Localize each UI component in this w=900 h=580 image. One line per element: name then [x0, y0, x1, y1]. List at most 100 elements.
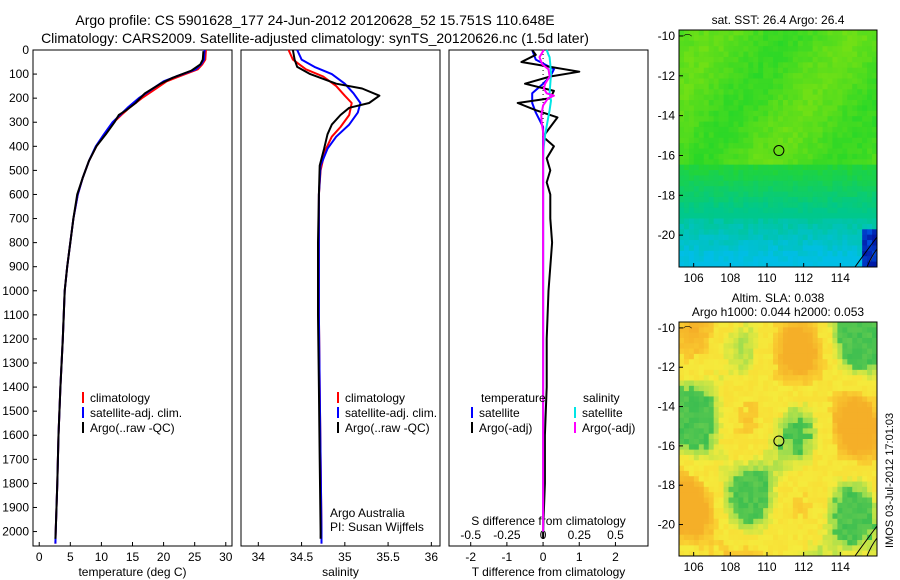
sst-map-cell — [847, 143, 853, 149]
sla-map-cell — [743, 550, 749, 557]
sst-map-cell — [817, 180, 823, 187]
sst-map-cell — [703, 240, 710, 246]
sst-map-cell — [847, 132, 853, 139]
depth-tick-label: 500 — [9, 163, 29, 177]
sla-map-cell — [842, 417, 848, 424]
sst-map-cell — [738, 250, 744, 257]
sst-map-cell — [703, 46, 710, 52]
sla-map-cell — [782, 428, 789, 435]
sla-map-cell — [713, 407, 719, 413]
sst-map-cell — [698, 218, 705, 225]
sst-map-cell — [837, 35, 843, 42]
sla-map-cell — [842, 322, 848, 328]
sst-map-cell — [827, 89, 833, 96]
sst-map-cell — [852, 67, 858, 74]
sst-map-cell — [852, 132, 858, 139]
sla-map-cell — [787, 444, 794, 451]
sst-map-cell — [797, 67, 804, 74]
sla-map-cell — [812, 385, 818, 392]
sla-map-cell — [837, 391, 843, 397]
sst-map-cell — [852, 100, 858, 106]
sla-map-cell — [753, 407, 759, 413]
sst-map-cell — [768, 186, 774, 192]
sst-map-cell — [718, 35, 724, 42]
sal-legend-label: satellite-adj. clim. — [345, 406, 437, 420]
sst-map-cell — [733, 240, 739, 246]
sst-map-cell — [703, 121, 710, 128]
sla-map-cell — [768, 492, 774, 498]
sst-map-cell — [852, 245, 858, 252]
sst-map-cell — [802, 250, 809, 257]
sst-map-cell — [857, 116, 863, 122]
sla-map-cell — [703, 433, 710, 440]
sla-map-cell — [773, 529, 779, 536]
sla-map-cell — [812, 524, 818, 530]
sla-map-cell — [787, 518, 794, 525]
sst-map-cell — [708, 73, 715, 79]
sla-map-cell — [758, 444, 764, 451]
sla-map-cell — [837, 545, 843, 552]
sst-map-cell — [698, 229, 705, 236]
sla-map-cell — [679, 513, 685, 520]
sla-map-cell — [703, 428, 710, 435]
sst-map-cell — [792, 121, 799, 128]
sla-map-cell — [787, 348, 794, 355]
sst-map-cell — [683, 100, 690, 106]
sst-map-cell — [782, 89, 789, 96]
sst-map-cell — [782, 121, 789, 128]
sla-map-cell — [842, 534, 848, 541]
sst-map-cell — [822, 121, 828, 128]
sla-map-cell — [827, 375, 833, 381]
sst-map-cell — [703, 94, 710, 101]
sst-map-cell — [867, 245, 873, 252]
sst-map-cell — [802, 137, 809, 144]
sst-map-cell — [708, 207, 715, 214]
sla-map-cell — [733, 412, 739, 419]
sla-map-cell — [872, 423, 878, 429]
sla-map-cell — [713, 550, 719, 557]
sst-map-cell — [679, 100, 685, 106]
sla-map-cell — [679, 428, 685, 435]
sla-map-cell — [733, 508, 739, 514]
sla-map-cell — [782, 375, 789, 381]
sla-map-cell — [733, 540, 739, 546]
sla-map-cell — [778, 417, 784, 424]
sst-map-cell — [718, 180, 724, 187]
sst-map-cell — [822, 89, 828, 96]
sla-map-cell — [857, 497, 863, 504]
sst-map-cell — [743, 83, 749, 90]
sst-map-cell — [753, 250, 759, 257]
sla-map-cell — [852, 502, 858, 509]
sla-map-cell — [862, 322, 868, 328]
sla-map-cell — [852, 407, 858, 413]
sla-map-cell — [822, 481, 828, 488]
sla-map-cell — [753, 529, 759, 536]
sla-map-cell — [862, 396, 868, 403]
sla-map-cell — [723, 470, 729, 477]
sst-map-cell — [723, 261, 729, 268]
sla-map-cell — [743, 369, 749, 376]
sla-map-cell — [867, 332, 873, 339]
sla-map-cell — [812, 508, 818, 514]
sla-map-cell — [782, 470, 789, 477]
sst-map-cell — [738, 105, 744, 112]
sla-map-cell — [852, 497, 858, 504]
sst-map-cell — [693, 132, 700, 139]
sla-map-cell — [748, 359, 754, 365]
sla-map-cell — [778, 540, 784, 546]
sst-map-cell — [698, 202, 705, 209]
sst-map-cell — [703, 170, 710, 176]
sst-map-cell — [837, 159, 843, 166]
sst-map-cell — [768, 126, 774, 133]
sla-map-cell — [832, 540, 838, 546]
sst-map-cell — [703, 73, 710, 79]
sst-map-cell — [827, 207, 833, 214]
sla-map-cell — [807, 401, 814, 408]
sla-map-cell — [763, 540, 769, 546]
sst-map-cell — [768, 40, 774, 47]
sla-map-cell — [842, 460, 848, 466]
sst-map-cell — [812, 213, 818, 219]
sst-map-cell — [872, 78, 878, 85]
sla-map-cell — [797, 444, 804, 451]
sla-map-cell — [768, 518, 774, 525]
